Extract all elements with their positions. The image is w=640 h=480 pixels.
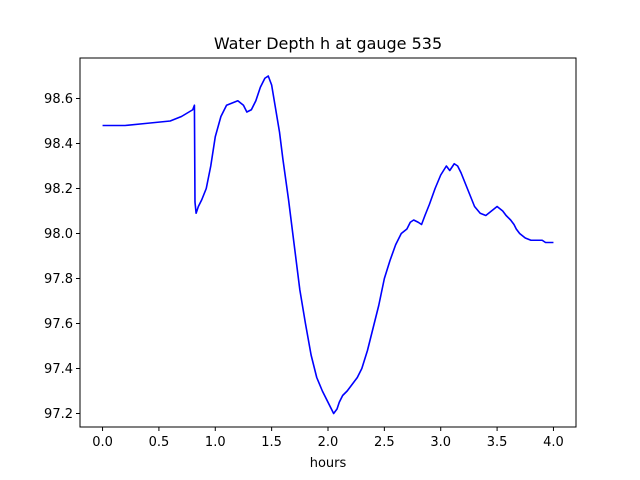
chart-title: Water Depth h at gauge 535: [214, 34, 442, 53]
x-tick-label: 4.0: [543, 435, 564, 450]
x-tick-label: 2.5: [374, 435, 395, 450]
x-tick-label: 1.5: [261, 435, 282, 450]
x-tick-label: 3.5: [487, 435, 508, 450]
x-tick-label: 2.0: [318, 435, 339, 450]
y-axis-ticks: 97.2 97.4 97.6 97.8 98.0 98.2 98.4 98.6: [44, 92, 80, 422]
x-tick-label: 0.0: [92, 435, 113, 450]
x-tick-label: 0.5: [149, 435, 170, 450]
x-tick-label: 3.0: [430, 435, 451, 450]
plot-frame: [79, 57, 577, 428]
y-tick-label: 97.4: [44, 362, 73, 377]
y-tick-label: 98.6: [44, 92, 73, 107]
y-tick-label: 98.2: [44, 182, 73, 197]
x-axis-label: hours: [310, 456, 347, 471]
y-tick-label: 98.4: [44, 137, 73, 152]
y-tick-label: 97.2: [44, 407, 73, 422]
x-tick-label: 1.0: [205, 435, 226, 450]
y-tick-label: 97.6: [44, 317, 73, 332]
series-line: [102, 75, 554, 415]
x-axis-ticks: 0.0 0.5 1.0 1.5 2.0 2.5 3.0 3.5 4.0: [92, 427, 564, 450]
y-tick-label: 98.0: [44, 227, 73, 242]
y-tick-label: 97.8: [44, 272, 73, 287]
plot-background: [80, 58, 576, 427]
